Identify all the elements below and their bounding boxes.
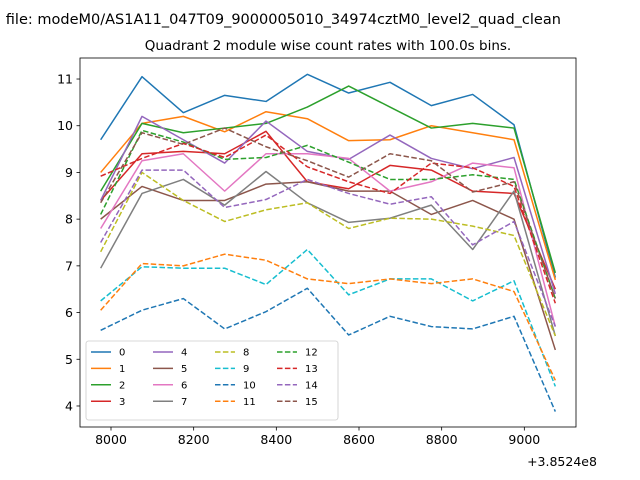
legend-label-15: 15 xyxy=(305,397,318,408)
plot-area xyxy=(79,57,577,428)
legend-label-6: 6 xyxy=(181,380,187,391)
series-line-2 xyxy=(100,85,557,274)
x-tick-label: 8200 xyxy=(178,432,210,447)
legend-label-10: 10 xyxy=(243,380,256,391)
legend-box xyxy=(85,340,339,421)
legend-label-5: 5 xyxy=(181,364,187,375)
legend-label-12: 12 xyxy=(305,348,318,359)
y-tick-label: 6 xyxy=(65,305,73,320)
y-tick-label: 5 xyxy=(65,352,73,367)
y-axis: 4 5 6 7 8 9 10 11 xyxy=(57,72,80,413)
series-line-8 xyxy=(100,171,557,337)
legend-label-4: 4 xyxy=(181,348,187,359)
x-axis: 8000 8200 8400 8600 8800 9000 xyxy=(95,427,540,447)
series-line-1 xyxy=(100,110,557,281)
series-line-10 xyxy=(100,287,557,412)
legend-label-0: 0 xyxy=(119,348,125,359)
chart-title: Quadrant 2 module wise count rates with … xyxy=(145,38,511,54)
series-line-0 xyxy=(100,73,557,278)
series-line-7 xyxy=(100,170,557,337)
y-tick-label: 9 xyxy=(65,165,73,180)
legend-label-11: 11 xyxy=(243,397,256,408)
legend-label-9: 9 xyxy=(243,364,249,375)
series-line-15 xyxy=(100,127,557,299)
series-line-14 xyxy=(100,169,557,327)
y-tick-label: 11 xyxy=(57,72,73,87)
x-tick-label: 8600 xyxy=(343,432,375,447)
y-tick-label: 4 xyxy=(65,398,73,413)
x-offset-label: +3.8524e8 xyxy=(527,454,597,469)
axes-frame xyxy=(79,57,577,428)
legend-label-14: 14 xyxy=(305,380,318,391)
y-tick-label: 10 xyxy=(57,118,73,133)
legend-label-2: 2 xyxy=(119,380,125,391)
y-tick-label: 8 xyxy=(65,212,73,227)
legend-label-13: 13 xyxy=(305,364,318,375)
y-tick-label: 7 xyxy=(65,258,73,273)
series-layer xyxy=(99,73,557,412)
x-tick-label: 8400 xyxy=(260,432,292,447)
legend-label-7: 7 xyxy=(181,397,187,408)
series-line-13 xyxy=(100,134,557,304)
legend-label-1: 1 xyxy=(119,364,125,375)
x-tick-label: 9000 xyxy=(508,432,540,447)
series-line-3 xyxy=(100,130,557,290)
series-line-12 xyxy=(99,129,557,299)
series-line-11 xyxy=(100,253,557,381)
x-tick-label: 8000 xyxy=(95,432,127,447)
legend-label-8: 8 xyxy=(243,348,249,359)
series-line-9 xyxy=(100,248,557,387)
figure-suptitle: n file: modeM0/AS1A11_047T09_9000005010_… xyxy=(0,12,561,28)
legend-label-3: 3 xyxy=(119,397,125,408)
series-line-6 xyxy=(100,153,557,327)
series-line-5 xyxy=(100,181,557,351)
x-tick-label: 8800 xyxy=(426,432,458,447)
